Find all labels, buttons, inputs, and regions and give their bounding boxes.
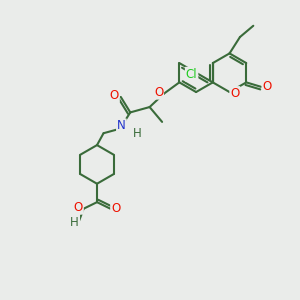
Text: H: H [70, 216, 79, 229]
Text: O: O [111, 202, 120, 214]
Text: Cl: Cl [186, 68, 197, 81]
Text: O: O [154, 86, 163, 99]
Text: O: O [74, 201, 83, 214]
Text: O: O [230, 87, 239, 100]
Text: N: N [117, 119, 126, 132]
Text: O: O [110, 89, 119, 102]
Text: H: H [133, 127, 141, 140]
Text: O: O [262, 80, 272, 93]
